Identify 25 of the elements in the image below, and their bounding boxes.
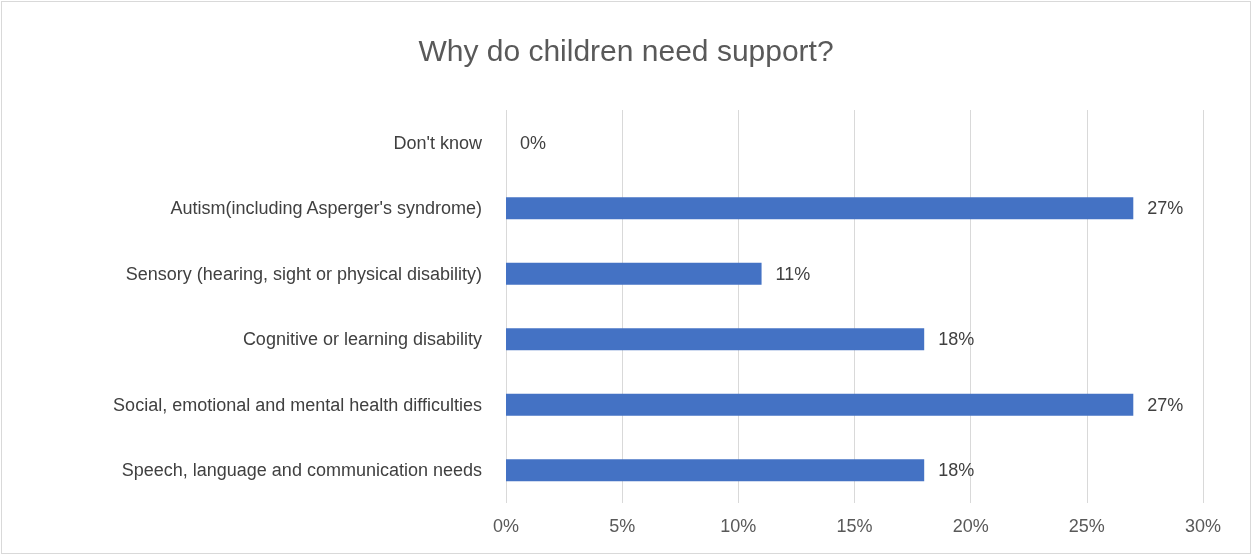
data-label: 27% [1147,394,1184,415]
data-label: 27% [1147,198,1184,219]
x-tick-label: 25% [1068,516,1105,536]
bar [506,262,762,285]
bar [506,459,925,482]
y-tick-label: Social, emotional and mental health difficulties [113,394,482,415]
x-tick-label: 15% [836,516,873,536]
bar [506,197,1134,220]
x-tick-label: 0% [492,516,520,536]
x-tick-label: 20% [952,516,989,536]
data-label: 18% [938,329,975,350]
data-label: 0% [520,132,547,153]
y-tick-label: Sensory (hearing, sight or physical disability) [125,263,482,284]
x-tick-label: 10% [720,516,757,536]
y-tick-label: Autism(including Asperger's syndrome) [170,198,482,219]
bar [506,393,1134,416]
y-tick-label: Speech, language and communication needs [121,460,482,481]
chart-title: Why do children need support? [418,33,834,67]
data-label: 11% [775,263,811,284]
data-label: 18% [938,460,975,481]
y-tick-label: Don't know [393,132,483,153]
bar [506,328,925,351]
y-tick-label: Cognitive or learning disability [242,329,482,350]
x-tick-label: 5% [609,516,636,536]
x-tick-label: 30% [1184,516,1222,536]
